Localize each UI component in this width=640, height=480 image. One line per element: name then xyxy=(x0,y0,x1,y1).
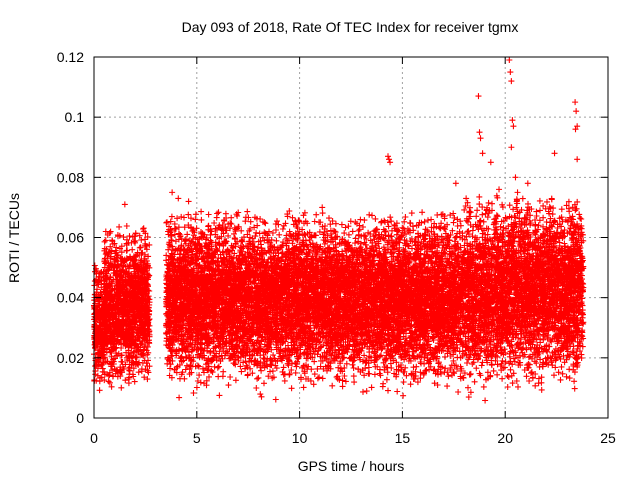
roti-outlier-point xyxy=(175,195,182,202)
y-tick-label: 0.1 xyxy=(65,109,85,125)
roti-outlier-point xyxy=(574,156,581,163)
roti-outlier-point xyxy=(507,69,514,76)
roti-outlier-point xyxy=(385,153,392,160)
x-tick-label: 0 xyxy=(90,430,98,446)
roti-outlier-point xyxy=(572,126,579,133)
roti-outlier-point xyxy=(452,180,459,187)
x-tick-label: 15 xyxy=(395,430,411,446)
y-tick-label: 0.02 xyxy=(57,350,84,366)
roti-outlier-point xyxy=(386,156,393,163)
x-tick-label: 5 xyxy=(193,430,201,446)
roti-outlier-point xyxy=(496,186,503,193)
points-layer xyxy=(91,57,587,404)
roti-outlier-point xyxy=(319,204,326,211)
roti-outlier-point xyxy=(506,57,513,64)
y-tick-label: 0.04 xyxy=(57,290,84,306)
roti-outlier-point xyxy=(512,174,519,181)
chart-title: Day 093 of 2018, Rate Of TEC Index for r… xyxy=(182,19,519,35)
y-axis-title: ROTI / TECUs xyxy=(6,193,22,283)
roti-outlier-point xyxy=(573,108,580,115)
roti-outlier-point xyxy=(509,117,516,124)
x-tick-label: 20 xyxy=(497,430,513,446)
y-tick-label: 0.06 xyxy=(57,230,84,246)
roti-outlier-point xyxy=(475,93,482,100)
roti-outlier-point xyxy=(508,144,515,151)
roti-outlier-point xyxy=(508,78,515,85)
roti-outlier-point xyxy=(169,189,176,196)
roti-outlier-point xyxy=(487,159,494,166)
roti-points-dense xyxy=(91,192,587,404)
y-tick-label: 0.08 xyxy=(57,169,84,185)
roti-outlier-point xyxy=(551,150,558,157)
y-tick-label: 0 xyxy=(76,410,84,426)
roti-outlier-point xyxy=(524,180,531,187)
roti-outlier-point xyxy=(387,159,394,166)
roti-outlier-point xyxy=(574,123,581,130)
y-tick-label: 0.12 xyxy=(57,49,84,65)
roti-outlier-point xyxy=(514,189,521,196)
x-tick-label: 25 xyxy=(600,430,616,446)
x-tick-label: 10 xyxy=(292,430,308,446)
roti-outlier-point xyxy=(570,216,577,223)
roti-outlier-point xyxy=(463,195,470,202)
roti-outlier-point xyxy=(510,123,517,130)
roti-outlier-point xyxy=(477,135,484,142)
ticks-layer: 0 5 10 15 20 25 0 0.02 0.04 0.06 0.08 0.1 0.12 xyxy=(57,49,616,446)
roti-outlier-point xyxy=(572,99,579,106)
roti-outlier-point xyxy=(479,150,486,157)
x-axis-title: GPS time / hours xyxy=(298,458,405,474)
roti-outlier-point xyxy=(185,198,192,205)
roti-outlier-point xyxy=(121,201,128,208)
roti-outlier-point xyxy=(476,129,483,136)
